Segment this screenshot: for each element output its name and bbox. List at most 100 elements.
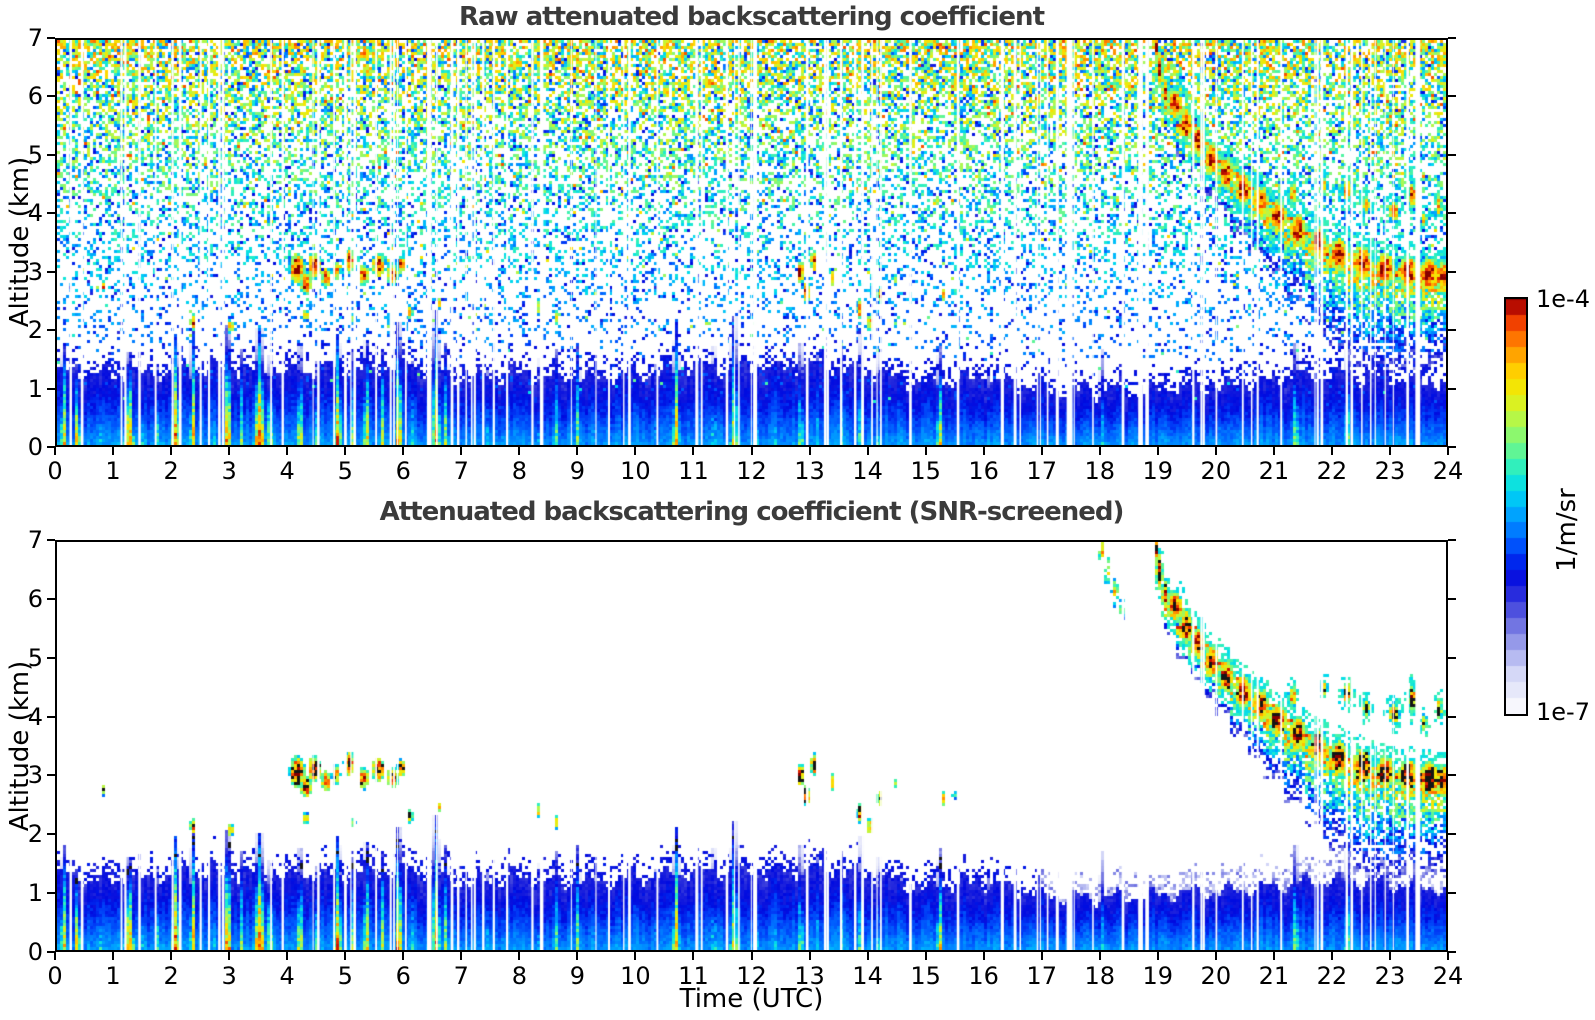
x-tick [1447,952,1449,960]
time-axis-label: Time (UTC) [679,984,824,1014]
x-tick-label: 5 [337,457,353,485]
x-tick-label: 23 [1374,457,1406,485]
x-tick [54,447,56,455]
y-tick [47,446,55,448]
x-tick-label: 10 [620,457,651,485]
x-tick-label: 21 [1258,457,1290,485]
x-tick [1388,447,1391,455]
y-tick-label: 5 [27,140,43,169]
x-tick-label: 23 [1374,962,1406,990]
x-tick-label: 17 [1026,457,1057,485]
y-tick-right [1448,446,1456,448]
y-tick-label: 5 [27,643,43,672]
x-tick-label: 15 [910,962,941,990]
x-tick-label: 6 [395,962,411,990]
x-tick-label: 14 [852,457,883,485]
x-tick-label: 12 [736,962,767,990]
x-tick [286,447,289,455]
x-tick [866,447,869,455]
x-tick-label: 21 [1258,962,1290,990]
x-tick [1214,952,1217,960]
y-tick-right [1448,715,1456,718]
x-tick-label: 24 [1432,457,1464,485]
x-tick [344,447,347,455]
x-tick [982,447,985,455]
y-tick-right [1448,153,1456,156]
x-tick-label: 8 [511,457,527,485]
x-tick-label: 6 [395,457,411,485]
y-tick-label: 3 [27,257,43,286]
x-tick-label: 19 [1142,457,1174,485]
x-tick [866,952,869,960]
altitude-axis-label-top: Altitude (km) [5,156,35,328]
x-tick [1272,952,1275,960]
altitude-axis-label-bottom: Altitude (km) [5,660,35,832]
x-tick [112,952,115,960]
x-tick-label: 3 [221,457,237,485]
y-tick-right [1448,774,1456,777]
x-tick [460,952,463,960]
x-tick-label: 0 [47,457,63,485]
x-tick [750,952,753,960]
x-tick [808,952,811,960]
x-tick-label: 19 [1142,962,1174,990]
x-tick [634,447,637,455]
y-tick-right [1448,597,1456,600]
x-tick-label: 4 [279,962,295,990]
x-tick [518,447,521,455]
x-tick [576,952,579,960]
y-tick [47,153,55,156]
x-tick [518,952,521,960]
raw-panel-title: Raw attenuated backscattering coefficien… [459,2,1045,32]
y-tick [47,329,55,332]
x-tick-label: 9 [569,962,586,990]
x-tick [1098,952,1101,960]
x-tick-label: 13 [794,962,825,990]
y-tick-right [1448,37,1456,39]
x-tick [634,952,637,960]
x-tick-label: 20 [1200,457,1232,485]
x-tick-label: 7 [453,457,469,485]
x-tick [982,952,985,960]
x-tick-label: 17 [1026,962,1057,990]
x-tick [1388,952,1391,960]
y-tick-label: 0 [27,938,43,966]
y-tick-label: 6 [27,584,43,613]
x-tick-label: 18 [1084,962,1116,990]
x-tick-label: 11 [678,457,709,485]
x-tick [924,447,927,455]
y-tick-right [1448,212,1456,215]
x-tick [1272,447,1275,455]
x-tick [286,952,289,960]
raw-backscatter-panel [55,38,1448,447]
x-tick [1098,447,1101,455]
x-tick-label: 4 [279,457,295,485]
y-tick [47,951,55,953]
x-tick-label: 13 [794,457,825,485]
y-tick-label: 7 [27,24,43,52]
x-tick-label: 2 [163,457,179,485]
x-tick [54,952,56,960]
y-tick [47,539,55,541]
x-tick-label: 12 [736,457,767,485]
y-tick-label: 1 [27,374,43,403]
x-tick-label: 9 [569,457,586,485]
x-tick [402,952,405,960]
x-tick-label: 0 [47,962,63,990]
raw-heatmap-canvas [57,40,1446,445]
x-tick-label: 16 [968,962,999,990]
screened-panel-title: Attenuated backscattering coefficient (S… [379,497,1125,527]
x-tick-label: 10 [620,962,651,990]
screened-backscatter-panel [55,540,1448,952]
colorbar-gradient-canvas [1506,299,1526,714]
x-tick-label: 5 [337,962,353,990]
x-tick [1447,447,1449,455]
y-tick-right [1448,270,1456,273]
x-tick [576,447,579,455]
x-tick-label: 3 [221,962,237,990]
x-tick [808,447,811,455]
y-tick-label: 4 [27,199,43,228]
y-tick-right [1448,95,1456,98]
y-tick [47,597,55,600]
